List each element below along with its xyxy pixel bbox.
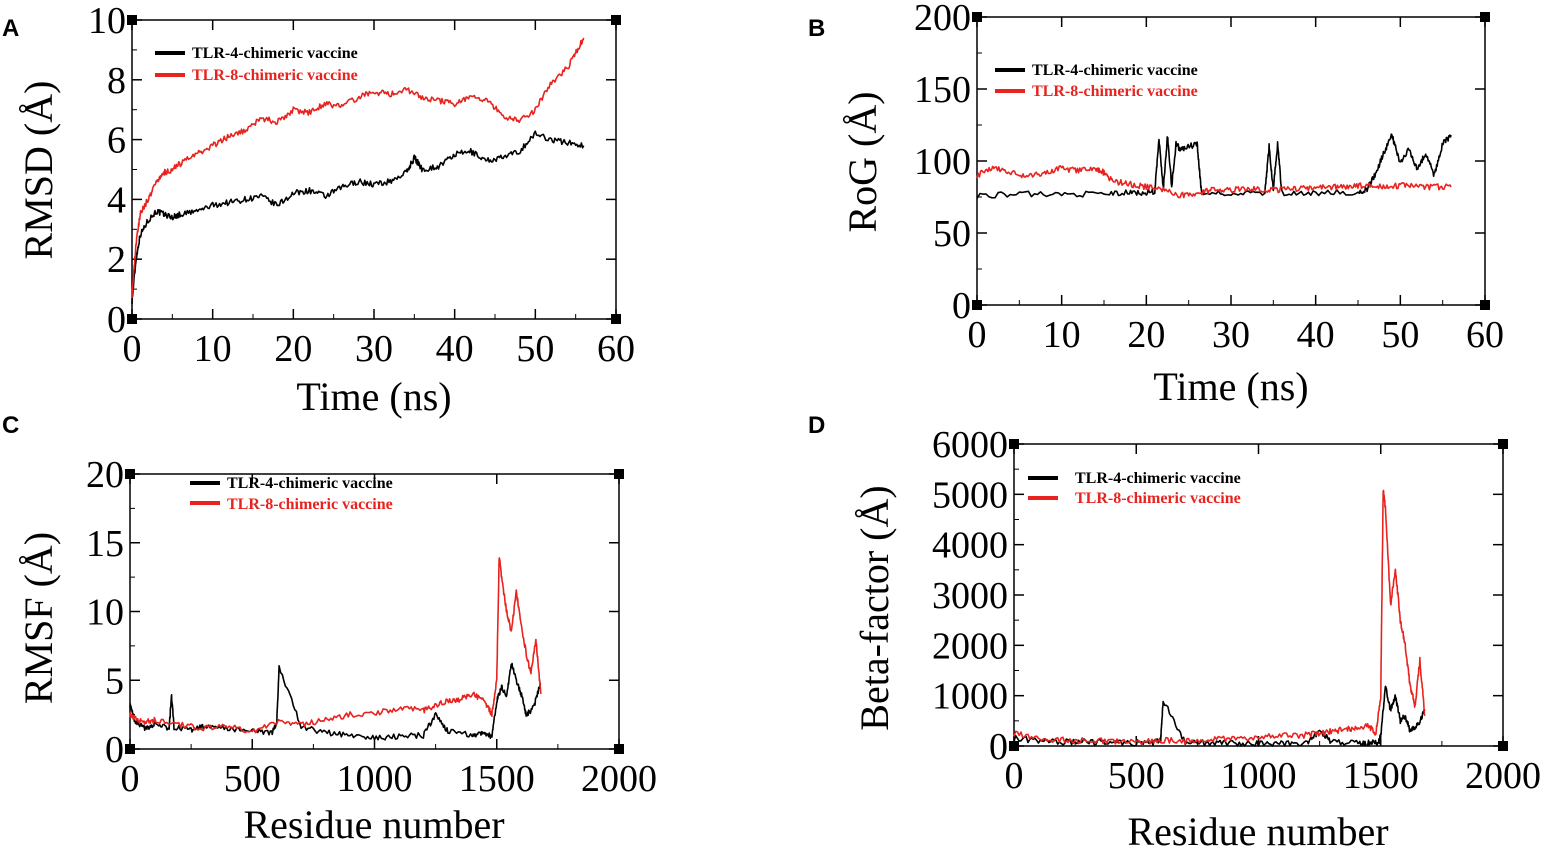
legend-label: TLR-4-chimeric vaccine [1032, 62, 1198, 79]
y-tick-label: 0 [989, 726, 1008, 768]
y-axis-title-d: Beta-factor (Å) [852, 485, 897, 730]
legend-d: TLR-4-chimeric vaccine TLR-8-chimeric va… [1028, 470, 1241, 507]
legend-label: TLR-8-chimeric vaccine [227, 496, 393, 513]
y-axis-title-c: RMSF (Å) [16, 532, 61, 704]
y-tick-label: 4000 [932, 525, 1008, 567]
x-tick-label: 0 [1005, 755, 1024, 797]
series-layer-c [129, 557, 542, 741]
y-tick-label: 1000 [932, 676, 1008, 718]
y-tick-label: 0 [107, 299, 126, 341]
x-axis-c: 0 500 1000 1500 2000 [121, 469, 657, 800]
series-line-tlr8 [1013, 489, 1426, 746]
panel-letter-b: B [808, 15, 825, 42]
x-tick-label: 500 [1108, 755, 1165, 797]
x-tick-label: 1500 [459, 758, 535, 800]
y-tick-label: 2 [107, 239, 126, 281]
legend-b: TLR-4-chimeric vaccine TLR-8-chimeric va… [995, 62, 1198, 100]
panel-letter-d: D [808, 412, 825, 439]
y-tick-label: 8 [107, 60, 126, 102]
series-line-tlr8 [976, 165, 1452, 199]
y-tick-label: 5000 [932, 474, 1008, 516]
x-axis-title-a: Time (ns) [296, 374, 451, 419]
y-axis-b: 0 50 100 150 200 [914, 0, 1485, 327]
x-tick-label: 30 [1212, 314, 1250, 356]
y-axis-a: 0 2 4 6 8 10 [88, 0, 616, 341]
plot-frame-a [131, 19, 617, 320]
x-tick-label: 40 [1297, 314, 1335, 356]
x-tick-label: 1000 [1221, 755, 1297, 797]
x-axis-b: 0 10 20 30 40 50 60 [968, 12, 1504, 356]
legend-label: TLR-8-chimeric vaccine [1032, 83, 1198, 100]
y-tick-label: 2000 [932, 625, 1008, 667]
series-line-tlr4 [129, 662, 542, 741]
x-tick-label: 0 [123, 328, 142, 370]
y-tick-label: 10 [86, 592, 124, 634]
plot-frame-b [976, 16, 1486, 306]
legend-label: TLR-4-chimeric vaccine [227, 475, 393, 492]
series-line-tlr4 [131, 130, 585, 305]
y-axis-title-b: RoG (Å) [840, 91, 885, 232]
y-axis-title-a: RMSD (Å) [16, 81, 61, 260]
x-tick-label: 20 [274, 328, 312, 370]
y-tick-label: 100 [914, 141, 971, 183]
x-tick-label: 20 [1127, 314, 1165, 356]
x-axis-title-c: Residue number [243, 802, 504, 847]
x-tick-label: 30 [355, 328, 393, 370]
series-layer-b [976, 133, 1452, 199]
panel-letter-a: A [2, 15, 19, 42]
y-tick-label: 200 [914, 0, 971, 39]
series-line-tlr8 [131, 37, 585, 299]
x-axis-title-b: Time (ns) [1153, 364, 1308, 409]
x-tick-label: 60 [1466, 314, 1504, 356]
series-line-tlr8 [129, 557, 542, 734]
x-tick-label: 1500 [1343, 755, 1419, 797]
legend-c: TLR-4-chimeric vaccine TLR-8-chimeric va… [190, 475, 393, 513]
y-tick-label: 50 [933, 213, 971, 255]
y-tick-label: 6 [107, 120, 126, 162]
x-tick-label: 2000 [1465, 755, 1541, 797]
series-layer-d [1013, 489, 1426, 747]
y-tick-label: 0 [952, 285, 971, 327]
y-tick-label: 20 [86, 454, 124, 496]
legend-label: TLR-8-chimeric vaccine [192, 67, 358, 84]
y-axis-d: 0 1000 2000 3000 4000 5000 6000 [932, 424, 1503, 768]
x-tick-label: 60 [597, 328, 635, 370]
plot-frame-c [129, 473, 620, 750]
y-axis-c: 0 5 10 15 20 [86, 454, 619, 771]
x-tick-label: 50 [516, 328, 554, 370]
y-tick-label: 150 [914, 69, 971, 111]
series-layer-a [131, 37, 585, 305]
legend-label: TLR-8-chimeric vaccine [1075, 490, 1241, 507]
legend-label: TLR-4-chimeric vaccine [1075, 470, 1241, 487]
x-tick-label: 50 [1381, 314, 1419, 356]
series-line-tlr4 [1013, 685, 1426, 747]
panel-d: D 0 500 1000 1500 2000 0 1000 2000 3000 4000 5000… [808, 412, 1541, 850]
x-tick-label: 10 [194, 328, 232, 370]
panel-a: A 0 10 20 30 40 50 60 0 2 4 6 8 10 Time (ns) RMSD (… [2, 0, 635, 419]
y-tick-label: 3000 [932, 575, 1008, 617]
legend-label: TLR-4-chimeric vaccine [192, 45, 358, 62]
y-tick-label: 0 [105, 729, 124, 771]
y-tick-label: 4 [107, 179, 126, 221]
x-axis-title-d: Residue number [1127, 809, 1388, 850]
y-tick-label: 6000 [932, 424, 1008, 466]
y-tick-label: 5 [105, 660, 124, 702]
x-tick-label: 40 [436, 328, 474, 370]
x-tick-label: 0 [121, 758, 140, 800]
x-tick-label: 2000 [581, 758, 657, 800]
legend-a: TLR-4-chimeric vaccine TLR-8-chimeric va… [155, 45, 358, 84]
y-tick-label: 10 [88, 0, 126, 42]
panel-b: B 0 10 20 30 40 50 60 0 50 100 150 200 Time (ns) R… [808, 0, 1504, 409]
x-tick-label: 0 [968, 314, 987, 356]
x-tick-label: 10 [1043, 314, 1081, 356]
panel-letter-c: C [2, 412, 19, 439]
x-tick-label: 500 [224, 758, 281, 800]
x-tick-label: 1000 [337, 758, 413, 800]
series-line-tlr4 [976, 133, 1452, 199]
panel-c: C 0 500 1000 1500 2000 0 5 10 15 20 Residue numb… [2, 412, 657, 847]
y-tick-label: 15 [86, 523, 124, 565]
